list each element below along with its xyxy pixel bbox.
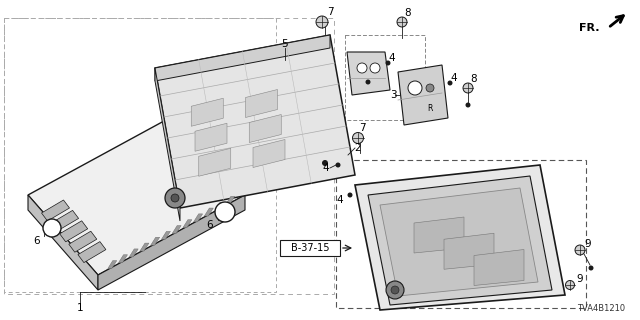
Polygon shape: [51, 211, 79, 231]
Text: 6: 6: [207, 220, 213, 230]
Polygon shape: [42, 200, 70, 221]
Circle shape: [171, 194, 179, 202]
Polygon shape: [183, 220, 192, 228]
Text: 8: 8: [404, 8, 412, 18]
Polygon shape: [140, 243, 149, 251]
Circle shape: [408, 81, 422, 95]
Text: 7: 7: [326, 7, 333, 17]
Text: 4: 4: [323, 163, 330, 173]
Text: 9: 9: [585, 239, 591, 249]
Polygon shape: [355, 165, 565, 310]
Polygon shape: [226, 196, 235, 204]
Polygon shape: [191, 98, 223, 126]
Text: 4: 4: [451, 73, 458, 83]
Polygon shape: [150, 237, 160, 245]
Polygon shape: [28, 115, 245, 275]
Polygon shape: [129, 249, 138, 257]
Text: 4: 4: [388, 53, 396, 63]
Circle shape: [348, 193, 353, 197]
Circle shape: [397, 17, 407, 27]
Text: TVA4B1210: TVA4B1210: [577, 304, 625, 313]
Polygon shape: [215, 202, 224, 210]
Polygon shape: [172, 226, 181, 234]
Text: B-37-15: B-37-15: [291, 243, 329, 253]
Polygon shape: [155, 68, 180, 221]
Circle shape: [322, 160, 328, 166]
Circle shape: [463, 83, 473, 93]
Polygon shape: [98, 195, 245, 290]
Bar: [345, 35, 425, 120]
Circle shape: [447, 81, 452, 85]
Text: 2: 2: [355, 143, 362, 153]
Circle shape: [426, 84, 434, 92]
Bar: [4, 18, 276, 292]
Text: 4: 4: [337, 195, 343, 205]
Polygon shape: [249, 115, 281, 142]
Bar: [336, 160, 586, 308]
Polygon shape: [108, 260, 116, 268]
Polygon shape: [253, 140, 285, 167]
Polygon shape: [414, 217, 464, 253]
Polygon shape: [195, 123, 227, 151]
Text: 1: 1: [77, 303, 83, 313]
Polygon shape: [60, 221, 88, 242]
Text: 9: 9: [577, 274, 583, 284]
Circle shape: [589, 266, 593, 270]
Circle shape: [215, 202, 235, 222]
Polygon shape: [69, 231, 97, 252]
Bar: [4, 18, 334, 294]
Polygon shape: [347, 52, 390, 95]
Circle shape: [357, 63, 367, 73]
Polygon shape: [474, 250, 524, 285]
Circle shape: [365, 79, 371, 84]
Circle shape: [165, 188, 185, 208]
Circle shape: [385, 60, 390, 66]
Polygon shape: [155, 35, 330, 81]
Polygon shape: [118, 255, 127, 263]
Polygon shape: [368, 176, 552, 305]
Polygon shape: [78, 242, 106, 263]
Text: R: R: [428, 103, 433, 113]
Text: 5: 5: [282, 39, 288, 49]
Polygon shape: [444, 233, 494, 269]
Polygon shape: [204, 208, 213, 216]
Circle shape: [353, 132, 364, 143]
Text: 8: 8: [470, 74, 477, 84]
Circle shape: [566, 281, 575, 290]
FancyBboxPatch shape: [280, 240, 340, 256]
Polygon shape: [398, 65, 448, 125]
Polygon shape: [161, 231, 170, 239]
Circle shape: [43, 219, 61, 237]
Circle shape: [316, 16, 328, 28]
Text: 3: 3: [390, 90, 396, 100]
Circle shape: [575, 245, 585, 255]
Text: 6: 6: [34, 236, 40, 246]
Polygon shape: [155, 35, 355, 208]
Polygon shape: [199, 148, 231, 176]
Polygon shape: [28, 195, 98, 290]
Text: FR.: FR.: [579, 23, 600, 33]
Circle shape: [386, 281, 404, 299]
Circle shape: [370, 63, 380, 73]
Circle shape: [335, 163, 340, 167]
Polygon shape: [194, 214, 203, 222]
Polygon shape: [380, 188, 538, 296]
Circle shape: [465, 102, 470, 108]
Circle shape: [391, 286, 399, 294]
Text: 7: 7: [358, 123, 365, 133]
Polygon shape: [246, 90, 278, 117]
